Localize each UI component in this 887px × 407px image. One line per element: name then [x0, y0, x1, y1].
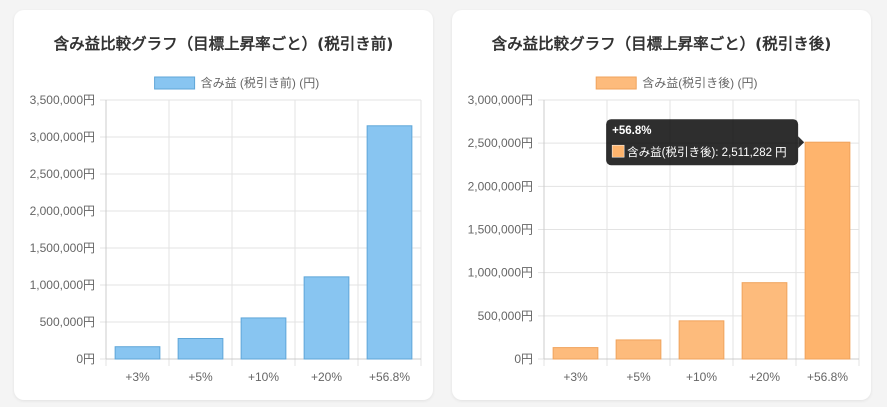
- x-tick-label: +20%: [749, 370, 780, 384]
- x-tick-label: +5%: [626, 370, 651, 384]
- bar: [678, 320, 725, 360]
- tooltip-box: [606, 119, 799, 166]
- bar-chart-posttax: 含み益(税引き後) (円) 0円 500,000円 1,000,000円 1,500,0…: [468, 75, 860, 384]
- bar: [303, 276, 350, 360]
- bar: [615, 339, 662, 360]
- y-tick-label: 2,500,000円: [468, 136, 533, 150]
- bar: [552, 347, 599, 360]
- x-tick-label: +20%: [311, 370, 342, 384]
- chart-title: 含み益比較グラフ（目標上昇率ごと）(税引き後): [491, 35, 832, 53]
- legend-swatch: [595, 76, 637, 90]
- y-tick-label: 500,000円: [478, 309, 533, 323]
- bar: [240, 317, 287, 360]
- bar: [114, 346, 161, 360]
- bar: [741, 282, 788, 360]
- y-tick-label: 0円: [76, 352, 95, 366]
- y-tick-label: 1,000,000円: [30, 278, 95, 292]
- legend-swatch: [154, 76, 196, 90]
- chart-card-posttax: 含み益比較グラフ（目標上昇率ごと）(税引き後) 含み益(税引き後) (円) 0円 5…: [452, 10, 871, 400]
- y-tick-label: 3,500,000円: [30, 93, 95, 107]
- x-tick-label: +56.8%: [369, 370, 410, 384]
- bar: [804, 141, 851, 360]
- x-tick-label: +3%: [125, 370, 150, 384]
- y-tick-label: 2,000,000円: [468, 179, 533, 193]
- x-tick-label: +10%: [686, 370, 717, 384]
- tooltip-title: +56.8%: [612, 125, 651, 137]
- tooltip-caret: [798, 136, 805, 149]
- x-tick-label: +5%: [188, 370, 213, 384]
- x-tick-label: +10%: [248, 370, 279, 384]
- y-tick-label: 3,000,000円: [30, 130, 95, 144]
- bar: [366, 125, 413, 360]
- y-tick-label: 1,500,000円: [468, 223, 533, 237]
- x-tick-label: +56.8%: [807, 370, 848, 384]
- y-tick-label: 1,500,000円: [30, 241, 95, 255]
- y-tick-label: 0円: [514, 352, 533, 366]
- tooltip-label: 含み益(税引き後): 2,511,282 円: [627, 145, 787, 159]
- y-tick-label: 500,000円: [40, 315, 95, 329]
- x-tick-label: +3%: [563, 370, 588, 384]
- legend-label: 含み益 (税引き前) (円): [201, 75, 320, 90]
- chart-title: 含み益比較グラフ（目標上昇率ごと）(税引き前): [53, 35, 394, 53]
- bar: [177, 338, 224, 360]
- y-tick-label: 1,000,000円: [468, 266, 533, 280]
- y-tick-label: 3,000,000円: [468, 93, 533, 107]
- legend-label: 含み益(税引き後) (円): [642, 75, 757, 90]
- bar-chart-pretax: 含み益 (税引き前) (円) 0円 500,000円 1,000,000円 1,500,…: [30, 75, 422, 384]
- chart-card-pretax: 含み益比較グラフ（目標上昇率ごと）(税引き前) 含み益 (税引き前) (円) 0円…: [14, 10, 433, 400]
- tooltip-swatch: [611, 144, 625, 158]
- y-tick-label: 2,000,000円: [30, 204, 95, 218]
- y-tick-label: 2,500,000円: [30, 167, 95, 181]
